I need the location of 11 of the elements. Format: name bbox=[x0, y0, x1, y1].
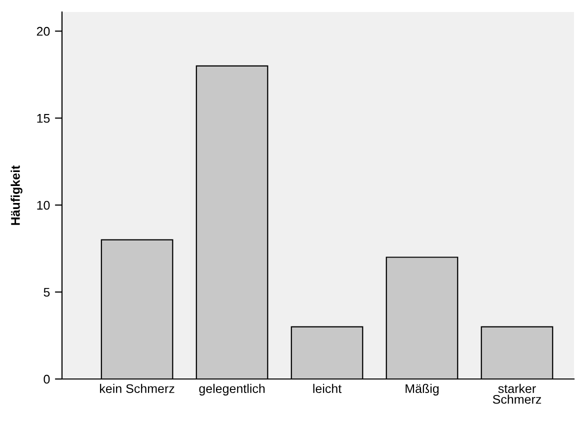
x-tick-label: gelegentlich bbox=[199, 384, 265, 396]
y-tick-label: 0 bbox=[44, 374, 50, 384]
x-tick-label: Mäßig bbox=[406, 384, 439, 396]
x-tick-label: leicht bbox=[313, 384, 342, 394]
y-axis-title: Häufigkeit bbox=[10, 165, 22, 225]
y-tick-label: 10 bbox=[37, 200, 50, 210]
x-tick-label: starker Schmerz bbox=[492, 384, 542, 404]
y-tick-label: 15 bbox=[37, 114, 50, 123]
x-tick-label: kein Schmerz bbox=[100, 384, 174, 394]
y-tick-label: 5 bbox=[44, 288, 50, 297]
y-tick-label: 20 bbox=[36, 26, 50, 36]
